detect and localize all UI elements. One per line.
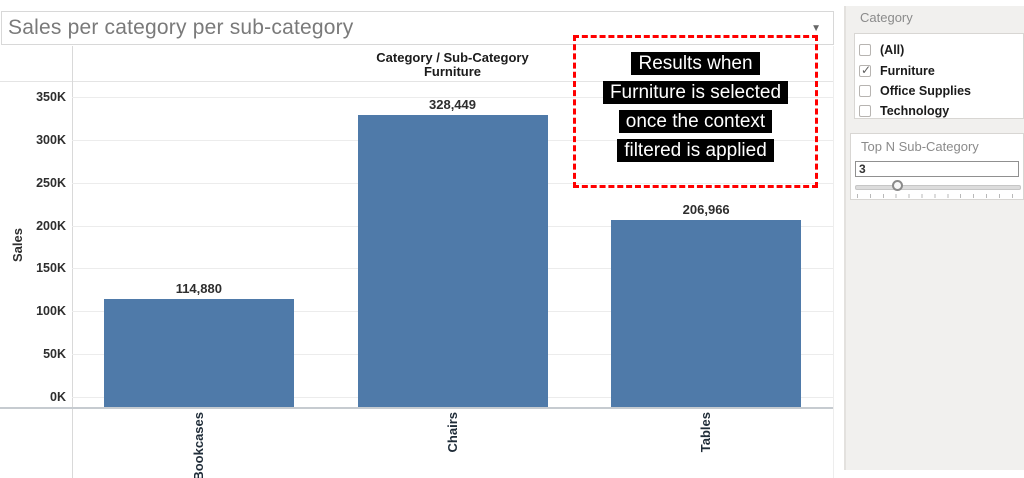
annotation-line: Results when [631,52,760,75]
y-tick-label: 0K [50,390,66,404]
topn-slider-track[interactable] [855,185,1021,190]
y-tick-label: 50K [43,347,66,362]
checkbox-unchecked-icon[interactable] [859,84,871,97]
y-tick-label: 350K [36,90,66,104]
bar-value-label: 206,966 [682,201,730,217]
x-axis-line [0,407,833,409]
bar-value-label: 328,449 [429,97,476,113]
bar-value-label: 114,880 [175,280,222,296]
category-filter-item--all-[interactable]: (All) [855,40,1023,60]
category-filter-item-office-supplies[interactable]: Office Supplies [855,81,1023,101]
topn-slider-handle[interactable] [892,180,903,191]
checkbox-checked-icon[interactable]: ✓ [859,62,872,77]
y-tick-label: 150K [36,261,66,276]
checkbox-unchecked-icon[interactable] [859,105,871,118]
category-filter-item-furniture[interactable]: ✓ Furniture [855,60,1023,80]
plot-right-border [833,46,834,478]
plot-top-border [0,81,833,82]
category-filter-title: Category [860,10,913,25]
annotation-box: Results when Furniture is selected once th… [573,35,818,188]
annotation-line: once the context [618,110,773,133]
topn-slider-ticks [857,194,1021,198]
y-tick-label: 200K [36,218,66,233]
filter-sidebar: Category (All) ✓ Furniture Office Supplies T… [844,6,1024,470]
column-header-member: Furniture [423,64,482,79]
y-tick-label: 300K [36,132,66,147]
bar-tables[interactable] [611,219,802,408]
bar-bookcases[interactable] [103,298,294,408]
category-filter-item-technology[interactable]: Technology [855,101,1023,121]
sheet-title: Sales per category per sub-category [8,16,354,39]
topn-value-input[interactable] [855,161,1019,177]
title-dropdown-caret-icon[interactable]: ▼ [811,23,821,34]
y-tick-label: 250K [36,175,66,190]
column-header-field: Category / Sub-Category [376,50,529,65]
checkbox-unchecked-icon[interactable] [859,44,871,57]
category-filter-label: Office Supplies [880,83,971,98]
annotation-line: Furniture is selected [602,81,789,104]
annotation-line: filtered is applied [617,139,774,162]
sheet-title-bar[interactable]: Sales per category per sub-category ▼ [1,11,834,45]
category-filter-label: (All) [880,43,905,58]
category-filter-label: Furniture [880,63,935,78]
gridline [72,97,833,98]
y-tick-label: 100K [36,304,66,319]
bar-chairs[interactable] [357,115,548,408]
topn-filter-card: Top N Sub-Category [850,133,1024,200]
category-filter-label: Technology [880,104,950,119]
topn-filter-title: Top N Sub-Category [861,139,979,154]
check-mark-icon: ✓ [861,62,872,77]
category-filter-card: (All) ✓ Furniture Office Supplies Technology [854,33,1024,119]
column-header: Category / Sub-Category Furniture [72,51,833,79]
y-axis-line [72,46,73,478]
